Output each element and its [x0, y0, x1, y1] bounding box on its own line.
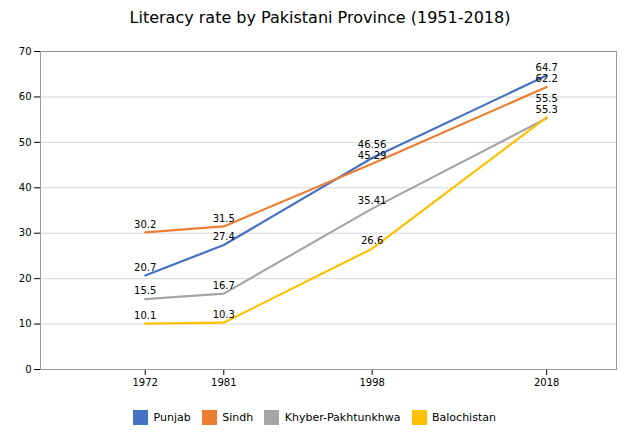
svg-text:31.5: 31.5: [213, 213, 235, 224]
html-text:Punjab: Punjab: [153, 411, 191, 424]
html-text:Sindh: Sindh: [222, 411, 254, 424]
svg-text:1972: 1972: [133, 377, 158, 388]
svg-text:35.41: 35.41: [358, 195, 387, 206]
svg-text:30.2: 30.2: [134, 219, 156, 230]
svg-text:10.1: 10.1: [134, 310, 156, 321]
html-text:Literacy rate by Pakistani Pro: Literacy rate by Pakistani Province (195…: [129, 8, 511, 27]
svg-text:70: 70: [19, 46, 32, 57]
svg-text:27.4: 27.4: [213, 231, 235, 242]
svg-text:40: 40: [19, 182, 32, 193]
svg-text:0: 0: [25, 364, 31, 375]
svg-text:10.3: 10.3: [213, 309, 235, 320]
html-text:Balochistan: Balochistan: [432, 411, 496, 424]
svg-text:62.2: 62.2: [536, 73, 558, 84]
html-text:Khyber-Pakhtunkhwa: Khyber-Pakhtunkhwa: [284, 411, 401, 424]
svg-text:15.5: 15.5: [134, 285, 156, 296]
svg-text:20.7: 20.7: [134, 262, 156, 273]
svg-text:1981: 1981: [211, 377, 236, 388]
svg-text:50: 50: [19, 137, 32, 148]
svg-text:55.3: 55.3: [536, 104, 558, 115]
svg-text:64.7: 64.7: [536, 62, 558, 73]
svg-text:55.5: 55.5: [536, 93, 558, 104]
svg-text:10: 10: [19, 318, 32, 329]
svg-text:26.6: 26.6: [361, 235, 383, 246]
svg-text:45.29: 45.29: [358, 150, 387, 161]
svg-text:16.7: 16.7: [213, 280, 235, 291]
svg-text:30: 30: [19, 227, 32, 238]
svg-text:46.56: 46.56: [358, 139, 387, 150]
svg-text:20: 20: [19, 273, 32, 284]
svg-text:1998: 1998: [359, 377, 384, 388]
svg-text:2018: 2018: [534, 377, 559, 388]
svg-text:60: 60: [19, 91, 32, 102]
